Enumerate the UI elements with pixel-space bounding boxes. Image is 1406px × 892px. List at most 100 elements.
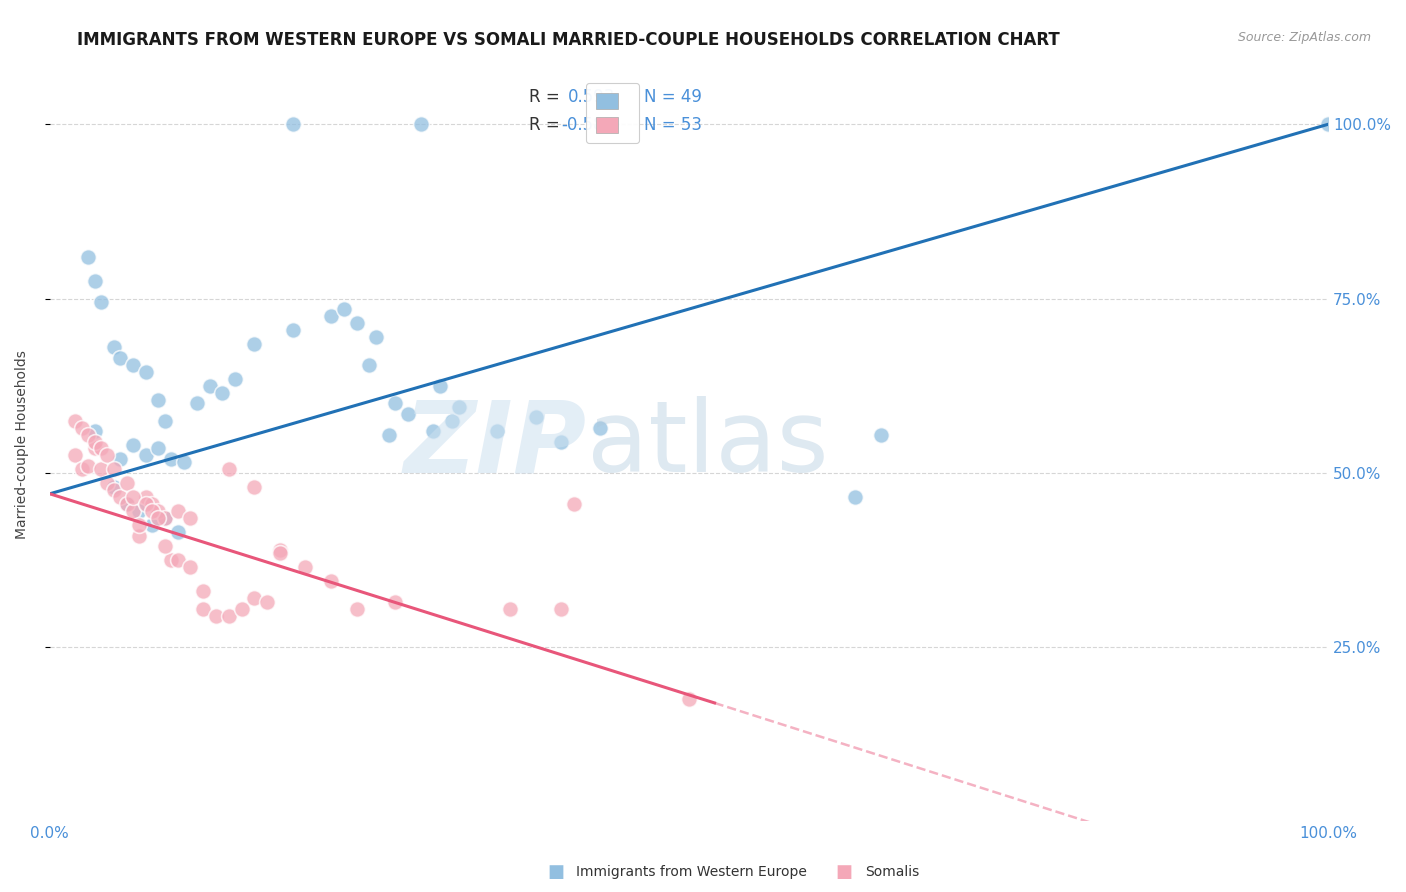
Point bbox=[148, 511, 170, 525]
Point bbox=[77, 427, 100, 442]
Point bbox=[256, 595, 278, 609]
Point bbox=[141, 497, 163, 511]
Point bbox=[96, 476, 118, 491]
Point bbox=[148, 442, 170, 456]
Point bbox=[269, 546, 291, 560]
Point bbox=[396, 407, 419, 421]
Point bbox=[550, 602, 572, 616]
Point bbox=[135, 497, 157, 511]
Point bbox=[179, 511, 201, 525]
Point bbox=[77, 250, 100, 264]
Point bbox=[243, 480, 266, 494]
Text: Somalis: Somalis bbox=[865, 865, 920, 880]
Point bbox=[160, 553, 183, 567]
Y-axis label: Married-couple Households: Married-couple Households bbox=[15, 351, 30, 540]
Point bbox=[135, 365, 157, 379]
Text: -0.585: -0.585 bbox=[561, 116, 614, 135]
Point bbox=[108, 490, 131, 504]
Text: ■: ■ bbox=[835, 863, 852, 881]
Point bbox=[128, 518, 150, 533]
Point bbox=[148, 504, 170, 518]
Text: Immigrants from Western Europe: Immigrants from Western Europe bbox=[576, 865, 807, 880]
Point bbox=[224, 372, 246, 386]
Point bbox=[441, 414, 464, 428]
Point bbox=[141, 504, 163, 518]
Point bbox=[193, 602, 215, 616]
Point bbox=[135, 490, 157, 504]
Point bbox=[562, 497, 585, 511]
Point bbox=[128, 504, 150, 518]
Point bbox=[364, 330, 387, 344]
Point bbox=[384, 396, 406, 410]
Point bbox=[103, 340, 125, 354]
Point bbox=[77, 458, 100, 473]
Point bbox=[65, 449, 87, 463]
Text: N = 49: N = 49 bbox=[644, 88, 702, 106]
Point bbox=[83, 442, 105, 456]
Point bbox=[173, 455, 195, 469]
Point bbox=[499, 602, 522, 616]
Point bbox=[166, 504, 188, 518]
Point bbox=[346, 602, 368, 616]
Point bbox=[211, 385, 233, 400]
Point bbox=[103, 483, 125, 498]
Point bbox=[70, 420, 93, 434]
Point bbox=[108, 351, 131, 365]
Point bbox=[83, 434, 105, 449]
Point bbox=[90, 462, 112, 476]
Point bbox=[103, 462, 125, 476]
Point bbox=[294, 560, 316, 574]
Text: N = 53: N = 53 bbox=[644, 116, 702, 135]
Point bbox=[218, 462, 240, 476]
Point bbox=[359, 358, 381, 372]
Point bbox=[447, 400, 470, 414]
Point bbox=[70, 462, 93, 476]
Text: IMMIGRANTS FROM WESTERN EUROPE VS SOMALI MARRIED-COUPLE HOUSEHOLDS CORRELATION C: IMMIGRANTS FROM WESTERN EUROPE VS SOMALI… bbox=[77, 31, 1060, 49]
Point bbox=[384, 595, 406, 609]
Point bbox=[524, 410, 547, 425]
Point bbox=[243, 591, 266, 606]
Point bbox=[153, 511, 176, 525]
Point bbox=[193, 584, 215, 599]
Point bbox=[90, 442, 112, 456]
Point bbox=[65, 414, 87, 428]
Point bbox=[422, 424, 444, 438]
Point bbox=[166, 553, 188, 567]
Point bbox=[83, 424, 105, 438]
Point bbox=[122, 504, 145, 518]
Text: ZIP: ZIP bbox=[404, 396, 586, 493]
Point bbox=[198, 378, 221, 392]
Point bbox=[281, 323, 304, 337]
Point bbox=[269, 542, 291, 557]
Text: R =: R = bbox=[529, 116, 565, 135]
Point bbox=[186, 396, 208, 410]
Point bbox=[205, 608, 228, 623]
Point bbox=[869, 427, 891, 442]
Point bbox=[135, 449, 157, 463]
Point bbox=[1317, 117, 1340, 131]
Text: atlas: atlas bbox=[586, 396, 828, 493]
Point bbox=[678, 692, 700, 706]
Point bbox=[844, 490, 866, 504]
Text: Source: ZipAtlas.com: Source: ZipAtlas.com bbox=[1237, 31, 1371, 45]
Point bbox=[103, 480, 125, 494]
Legend: , : , bbox=[586, 83, 638, 143]
Point bbox=[83, 274, 105, 288]
Point bbox=[218, 608, 240, 623]
Point bbox=[319, 309, 342, 323]
Point bbox=[115, 476, 138, 491]
Text: R =: R = bbox=[529, 88, 565, 106]
Point bbox=[281, 117, 304, 131]
Text: ■: ■ bbox=[547, 863, 564, 881]
Point bbox=[179, 560, 201, 574]
Point bbox=[429, 378, 451, 392]
Point bbox=[153, 511, 176, 525]
Point bbox=[377, 427, 399, 442]
Point bbox=[122, 438, 145, 452]
Point bbox=[319, 574, 342, 588]
Point bbox=[90, 295, 112, 310]
Point bbox=[96, 449, 118, 463]
Point bbox=[141, 518, 163, 533]
Point bbox=[166, 525, 188, 540]
Point bbox=[153, 414, 176, 428]
